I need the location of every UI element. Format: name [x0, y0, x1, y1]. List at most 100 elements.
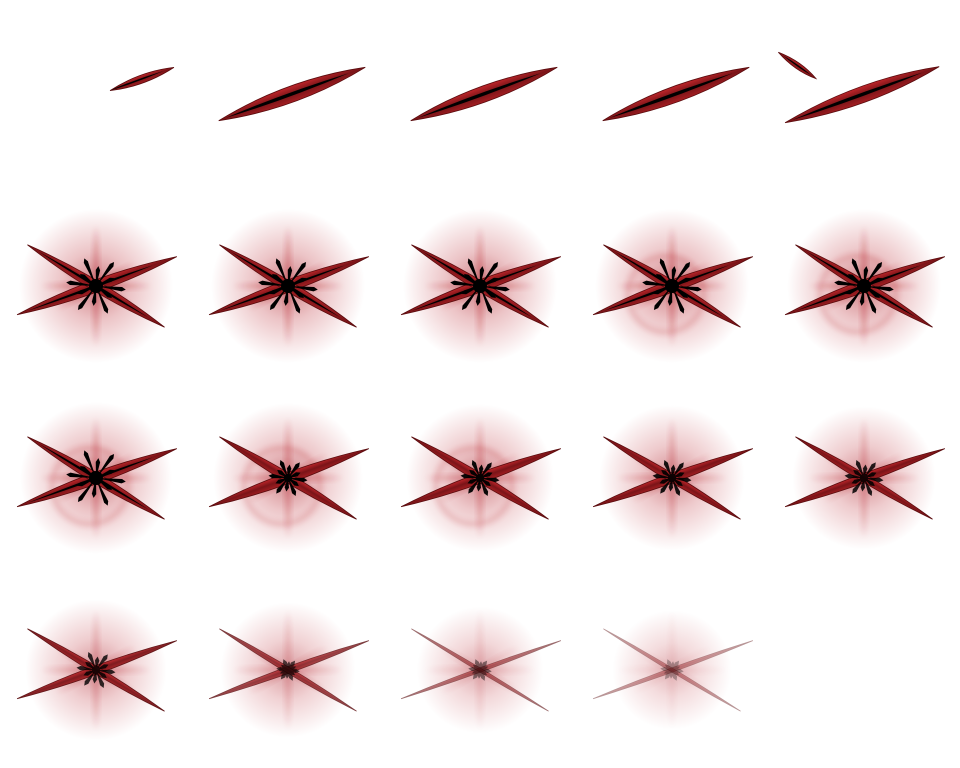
burst-spike	[96, 478, 109, 506]
burst-spike	[480, 670, 488, 676]
burst-spike	[96, 454, 115, 478]
center-burst	[76, 651, 116, 689]
burst-spike	[288, 286, 301, 314]
burst-spike	[480, 286, 510, 292]
center-burst	[258, 258, 318, 314]
burst-spike	[288, 262, 307, 286]
center-burst	[660, 659, 684, 681]
burst-spike	[288, 462, 300, 478]
sprite-frame-14	[592, 405, 753, 551]
burst-spike	[672, 462, 684, 478]
burst-spike	[480, 668, 492, 674]
burst-spike	[76, 665, 96, 671]
counter-core	[783, 55, 812, 76]
sprite-frame-2	[218, 66, 366, 122]
center-burst	[844, 459, 884, 497]
center-burst	[450, 258, 510, 314]
burst-spike	[471, 459, 480, 478]
burst-spike	[480, 286, 493, 314]
burst-spike	[474, 659, 480, 670]
burst-spike	[845, 286, 864, 310]
burst-core	[667, 473, 677, 483]
sprite-frame-4	[602, 66, 750, 122]
burst-spike	[480, 670, 486, 681]
burst-spike	[672, 670, 678, 681]
slash-core	[609, 73, 733, 118]
burst-core	[475, 473, 485, 483]
burst-spike	[663, 669, 672, 674]
burst-spike	[96, 478, 126, 484]
burst-spike	[282, 659, 288, 670]
center-burst	[834, 258, 894, 314]
burst-spike	[660, 666, 672, 672]
sprite-frame-11	[16, 402, 177, 554]
burst-core	[665, 279, 679, 293]
center-burst	[276, 659, 300, 681]
burst-spike	[285, 670, 290, 679]
sprite-frame-9	[592, 209, 754, 363]
burst-spike	[480, 478, 489, 497]
burst-core	[283, 473, 293, 483]
burst-spike	[472, 664, 480, 670]
burst-core	[89, 279, 103, 293]
burst-spike	[664, 670, 672, 680]
shock-ring	[50, 446, 130, 526]
burst-spike	[851, 258, 864, 286]
burst-spike	[834, 280, 864, 286]
burst-spike	[276, 478, 288, 494]
burst-spike	[672, 477, 692, 483]
burst-spike	[642, 280, 672, 286]
burst-spike	[472, 670, 480, 680]
burst-spike	[672, 478, 681, 497]
sprite-frame-19	[592, 610, 753, 730]
cross-blade-a-shape	[400, 640, 561, 700]
burst-spike	[83, 258, 96, 286]
burst-spike	[864, 477, 884, 483]
center-burst	[460, 459, 500, 497]
cross-blade-a	[400, 640, 561, 700]
burst-spike	[652, 473, 672, 479]
burst-spike	[276, 666, 288, 672]
slash-core	[792, 72, 922, 120]
shock-ring	[242, 446, 322, 526]
burst-core	[859, 473, 869, 483]
center-burst	[468, 659, 492, 681]
center-burst	[652, 459, 692, 497]
cross-blade-b	[603, 628, 741, 712]
burst-spike	[864, 286, 894, 292]
burst-spike	[864, 262, 883, 286]
burst-spike	[258, 280, 288, 286]
shock-ring	[434, 446, 514, 526]
burst-spike	[477, 670, 482, 679]
sprite-frame-17	[208, 602, 369, 738]
cross-blade-a-shape	[16, 640, 177, 700]
burst-spike	[288, 670, 294, 681]
shock-ring	[626, 254, 706, 334]
burst-spike	[96, 670, 105, 689]
burst-spike	[672, 666, 681, 671]
burst-spike	[288, 477, 308, 483]
burst-core	[473, 279, 487, 293]
burst-spike	[96, 286, 126, 292]
burst-core	[281, 279, 295, 293]
burst-spike	[269, 286, 288, 310]
cross-blade-a	[16, 640, 177, 700]
burst-spike	[288, 670, 296, 676]
sprite-frame-12	[208, 403, 369, 553]
burst-spike	[96, 654, 108, 670]
burst-spike	[660, 478, 672, 494]
burst-spike	[844, 473, 864, 479]
sprite-frame-1	[109, 66, 175, 92]
burst-spike	[468, 478, 480, 494]
burst-spike	[653, 286, 672, 310]
burst-spike	[670, 661, 675, 670]
burst-spike	[480, 262, 499, 286]
burst-spike	[672, 660, 680, 670]
burst-spike	[864, 286, 877, 314]
burst-spike	[275, 258, 288, 286]
burst-spike	[268, 473, 288, 479]
sprite-frame-15	[784, 406, 945, 550]
burst-spike	[663, 459, 672, 478]
burst-core	[477, 667, 483, 673]
center-burst	[66, 258, 126, 314]
